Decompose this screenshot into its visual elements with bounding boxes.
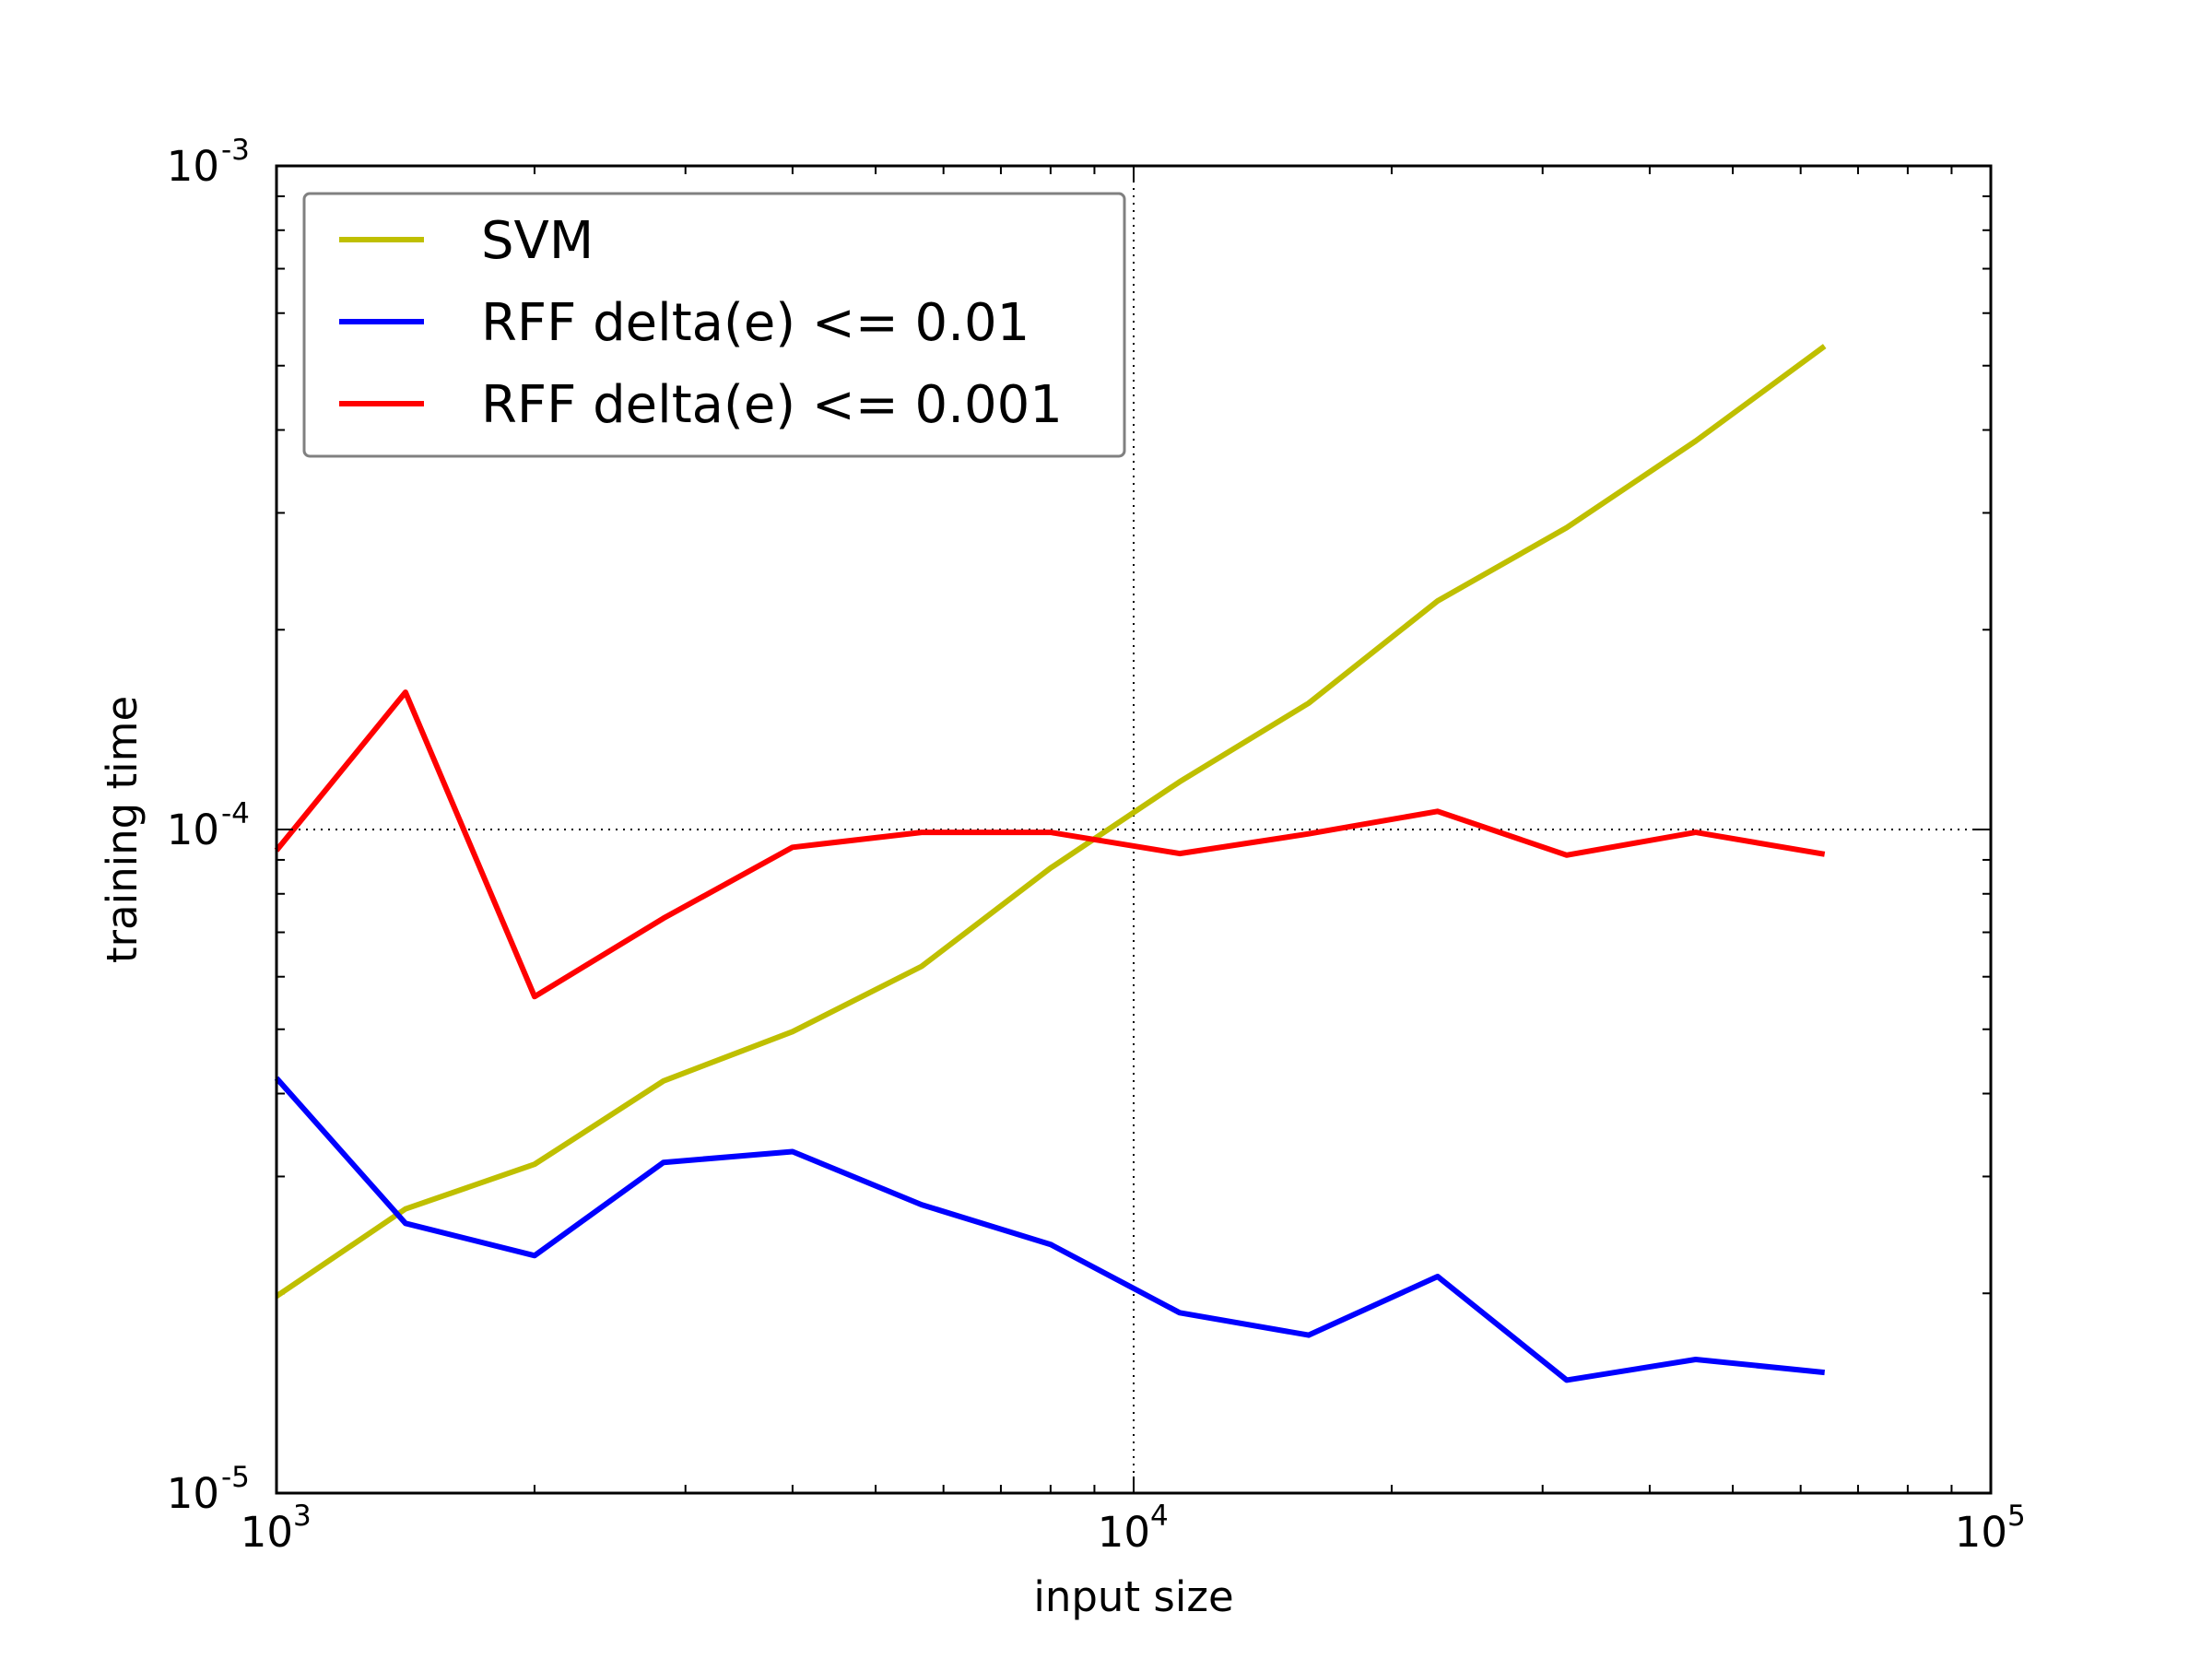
legend: SVM RFF delta(e) <= 0.01 RFF delta(e) <=… [302, 192, 1126, 458]
y-tick-label-exponent: -3 [221, 134, 250, 167]
x-tick-label-exponent: 5 [2007, 1500, 2026, 1533]
y-tick-label-exponent: -5 [221, 1461, 250, 1494]
y-tick-label: 10 [167, 806, 219, 854]
x-tick-label-exponent: 3 [293, 1500, 312, 1533]
major-tick-layer [276, 165, 1992, 1494]
y-tick-label-exponent: -4 [221, 797, 250, 830]
x-axis-label: input size [1033, 1572, 1233, 1621]
series-line-svm [275, 344, 1827, 1299]
grid-layer [276, 166, 1991, 1493]
y-axis-label: training time [98, 696, 147, 963]
series-line-rff-delta-e-0-01 [274, 1076, 1826, 1383]
series-layer [274, 344, 1827, 1383]
x-tick-labels: 10 3 10 4 10 5 [241, 1500, 2026, 1557]
series-line-rff-delta-e-0-001 [274, 689, 1826, 1000]
x-tick-label: 10 [1098, 1508, 1150, 1557]
x-tick-label-exponent: 4 [1150, 1500, 1169, 1533]
x-tick-label: 10 [241, 1508, 293, 1557]
x-tick-label: 10 [1955, 1508, 2007, 1557]
legend-frame [302, 192, 1126, 458]
y-tick-label: 10 [167, 1469, 219, 1518]
legend-label-svm: SVM [481, 211, 594, 271]
legend-label-rff-001: RFF delta(e) <= 0.01 [481, 293, 1030, 353]
y-tick-labels: 10 -5 10 -4 10 -3 [167, 134, 250, 1518]
y-tick-label: 10 [167, 142, 219, 191]
legend-label-rff-0001: RFF delta(e) <= 0.001 [481, 375, 1063, 435]
